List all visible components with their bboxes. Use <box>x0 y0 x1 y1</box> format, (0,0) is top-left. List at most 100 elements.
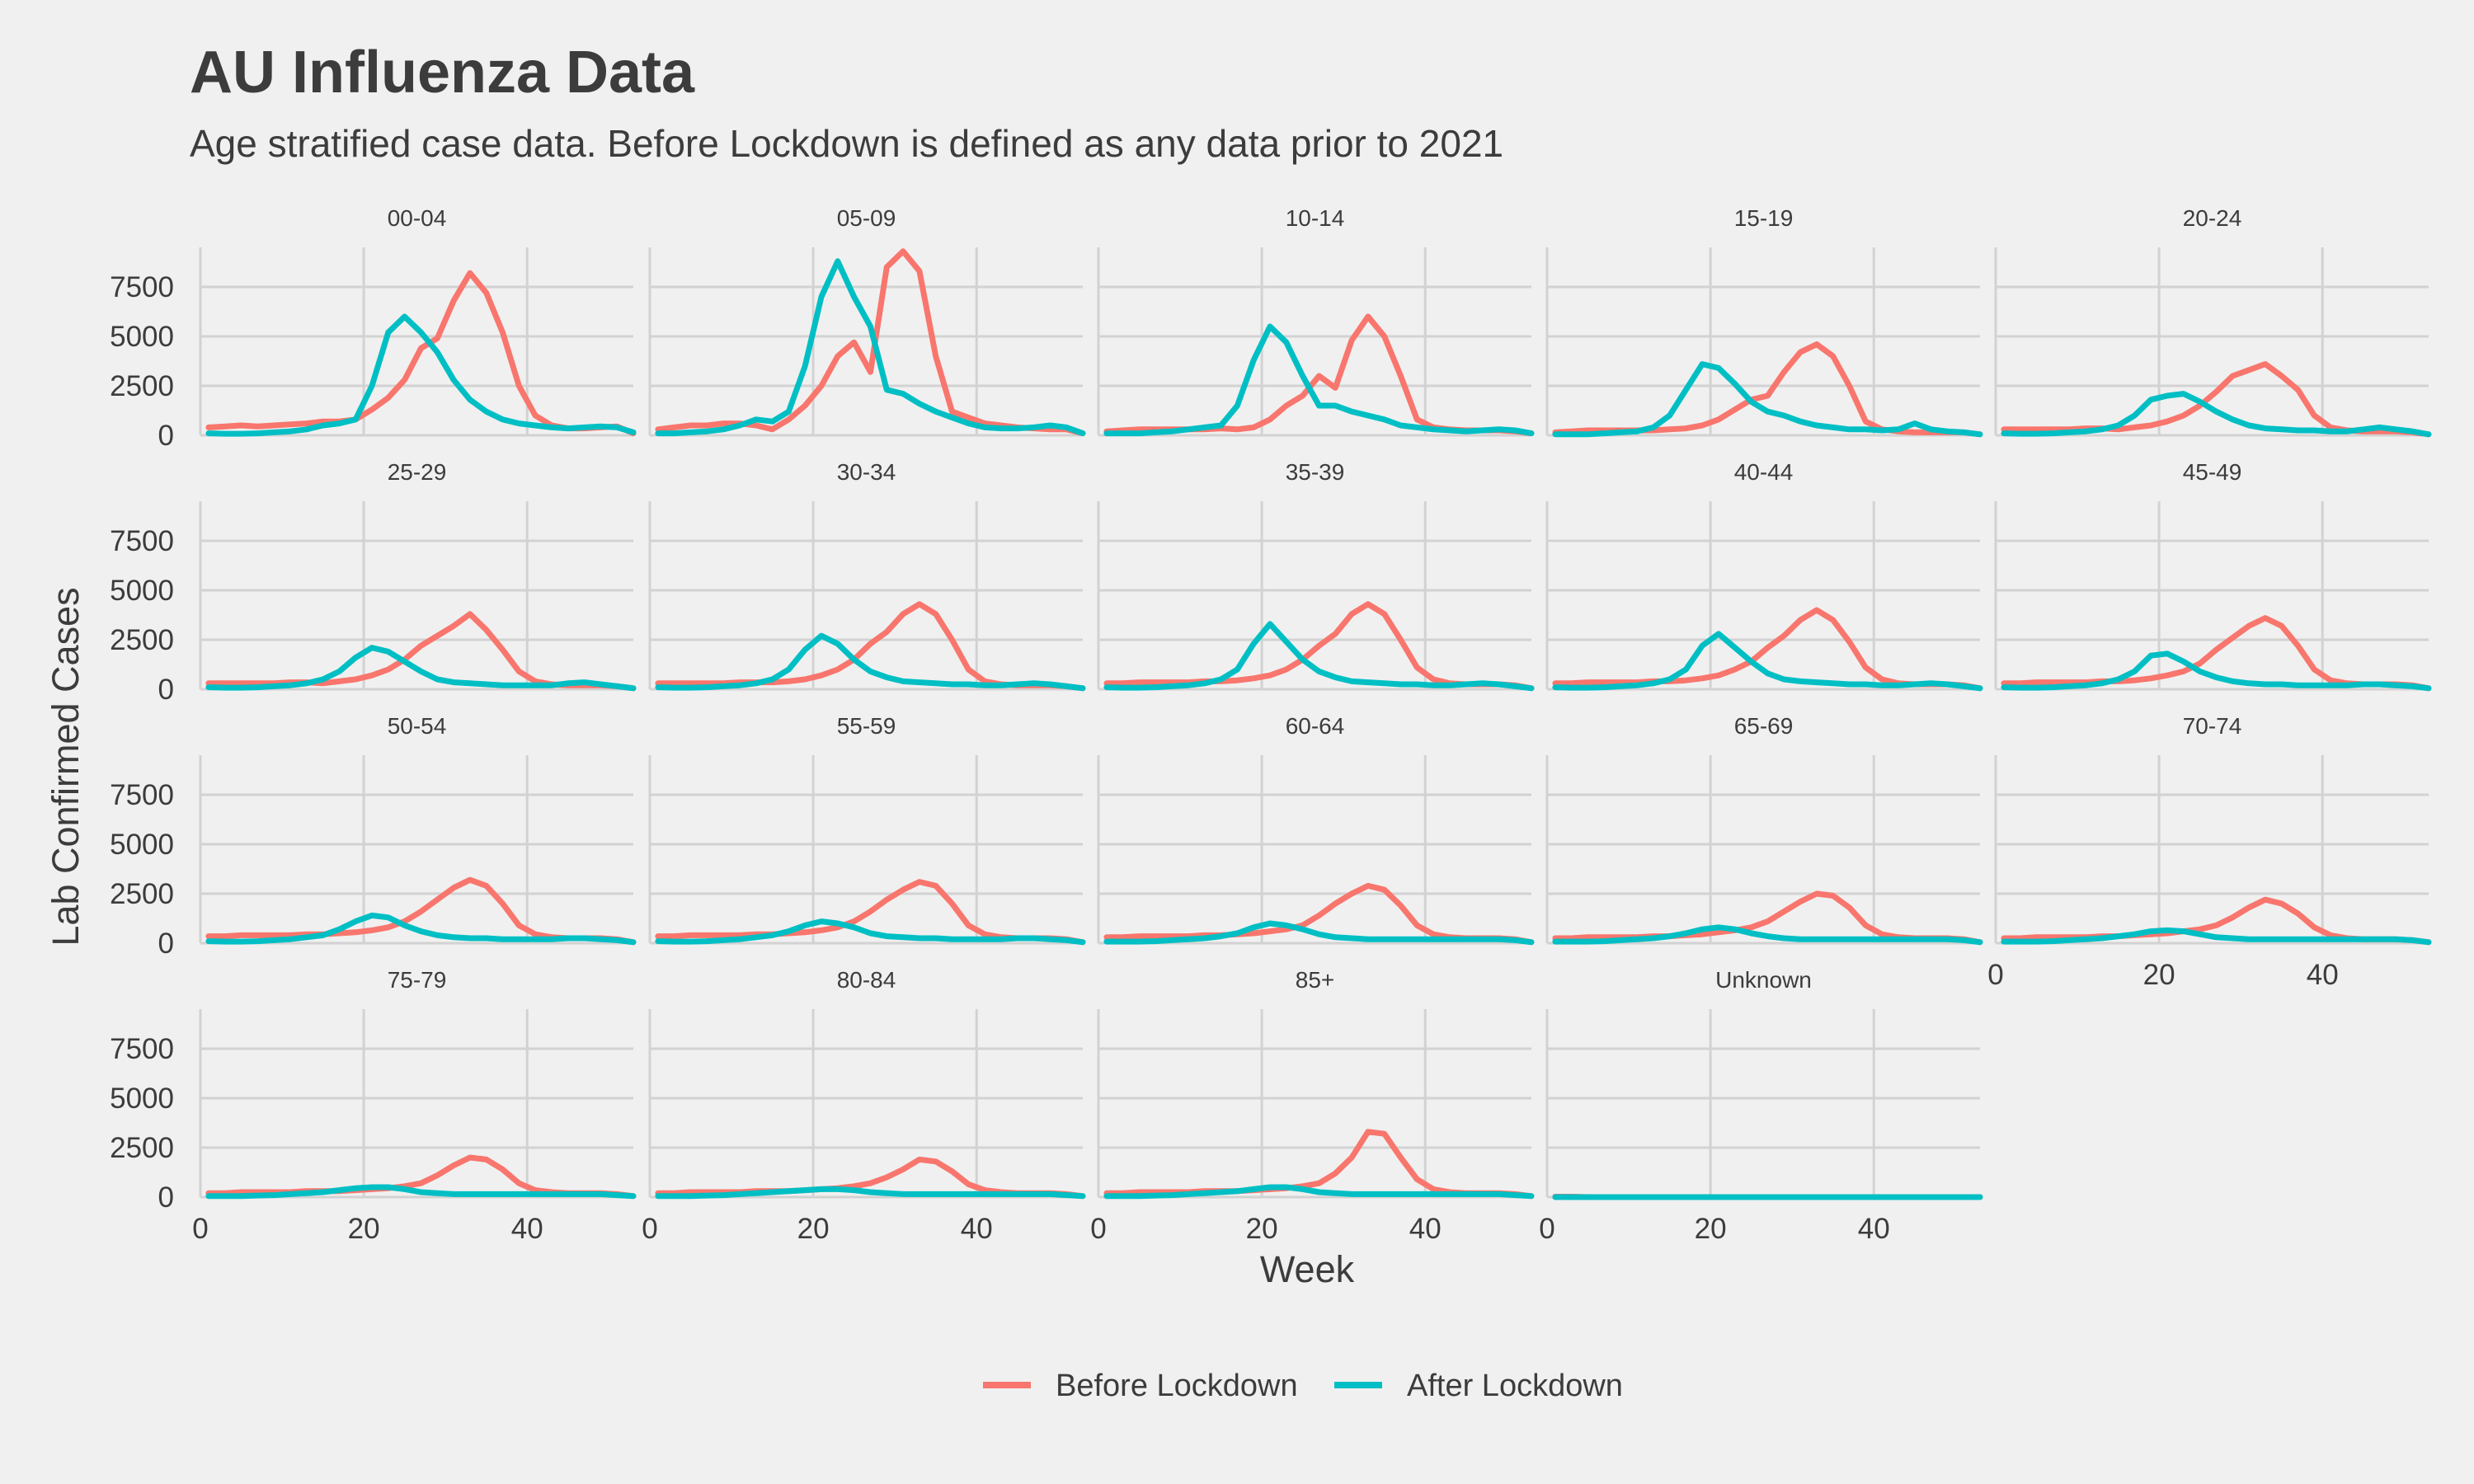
facet-strip-label: 30-34 <box>837 459 896 485</box>
series-after-lockdown-line <box>205 313 637 437</box>
y-tick-label: 7500 <box>110 271 174 303</box>
y-tick-label: 5000 <box>110 1082 174 1115</box>
series-after-lockdown-line <box>205 912 637 946</box>
facet-panel-60-64: 60-64 <box>1097 713 1535 946</box>
facet-panel-20-24: 20-24 <box>1994 205 2432 438</box>
y-tick-label: 7500 <box>110 779 174 811</box>
series-after-lockdown-line <box>655 1186 1086 1200</box>
series-before-lockdown-line <box>1103 1129 1535 1200</box>
y-tick-label: 2500 <box>110 624 174 656</box>
x-tick-label: 0 <box>1539 1213 1554 1245</box>
y-tick-label: 2500 <box>110 878 174 910</box>
series-before-lockdown-line <box>205 270 637 437</box>
facet-panel-65-69: 65-69 <box>1545 713 1983 946</box>
legend: Before Lockdown After Lockdown <box>983 1369 1623 1403</box>
y-tick-label: 5000 <box>110 575 174 607</box>
facet-strip-label: 55-59 <box>837 713 896 739</box>
x-tick-label: 40 <box>1858 1213 1890 1245</box>
series-before-lockdown-line <box>1103 601 1535 692</box>
facet-panel-50-54: 50-54 0 2500 5000 7500 <box>110 713 637 960</box>
facet-strip-label: 70-74 <box>2183 713 2242 739</box>
x-tick-label: 20 <box>1695 1213 1727 1245</box>
series-before-lockdown-line <box>1103 313 1535 437</box>
series-before-lockdown-line <box>1552 607 1983 692</box>
x-tick-label: 20 <box>348 1213 380 1245</box>
series-after-lockdown-line <box>1552 631 1983 692</box>
series-after-lockdown-line <box>205 1184 637 1200</box>
facet-panels: 00-04 0 2500 5000 7500 05-09 10-14 15-19 20-24 25… <box>110 205 2432 1245</box>
series-after-lockdown-line <box>1103 920 1535 946</box>
x-tick-label: 20 <box>797 1213 830 1245</box>
facet-strip-label: 20-24 <box>2183 205 2242 231</box>
x-tick-label: 40 <box>961 1213 993 1245</box>
x-tick-label: 20 <box>1246 1213 1278 1245</box>
facet-panel-30-34: 30-34 <box>648 459 1086 692</box>
series-after-lockdown-line <box>1103 323 1535 437</box>
facet-strip-label: Unknown <box>1715 967 1812 993</box>
y-axis-title: Lab Confirmed Cases <box>45 587 87 946</box>
facet-strip-label: 75-79 <box>388 967 447 993</box>
x-tick-label: 40 <box>511 1213 543 1245</box>
facet-panel-75-79: 75-79 0 2500 5000 7500 0 20 40 <box>110 967 637 1245</box>
facet-strip-label: 35-39 <box>1286 459 1345 485</box>
legend-label: Before Lockdown <box>1056 1369 1298 1403</box>
facet-panel-70-74: 70-74 0 20 40 <box>1987 713 2432 991</box>
series-after-lockdown-line <box>1552 924 1983 946</box>
x-tick-label: 0 <box>192 1213 208 1245</box>
x-tick-label: 20 <box>2143 959 2175 991</box>
facet-strip-label: 40-44 <box>1734 459 1794 485</box>
series-after-lockdown-line <box>655 918 1086 946</box>
facet-strip-label: 65-69 <box>1734 713 1794 739</box>
series-before-lockdown-line <box>655 601 1086 692</box>
legend-item-before: Before Lockdown <box>983 1369 1298 1403</box>
facet-strip-label: 85+ <box>1296 967 1335 993</box>
series-after-lockdown-line <box>2001 927 2432 946</box>
facet-strip-label: 80-84 <box>837 967 896 993</box>
series-before-lockdown-line <box>1552 341 1983 438</box>
facet-panel-15-19: 15-19 <box>1545 205 1983 438</box>
facet-strip-label: 60-64 <box>1286 713 1345 739</box>
series-before-lockdown-line <box>205 611 637 692</box>
x-tick-label: 40 <box>1409 1213 1442 1245</box>
y-tick-label: 5000 <box>110 829 174 861</box>
facet-panel-80-84: 80-84 0 20 40 <box>642 967 1086 1245</box>
y-tick-label: 0 <box>158 674 174 706</box>
facet-panel-55-59: 55-59 <box>648 713 1086 946</box>
y-tick-label: 7500 <box>110 525 174 557</box>
series-after-lockdown-line <box>1103 1184 1535 1200</box>
y-tick-label: 2500 <box>110 370 174 402</box>
facet-strip-label: 50-54 <box>388 713 447 739</box>
facet-strip-label: 25-29 <box>388 459 447 485</box>
series-after-lockdown-line <box>205 645 637 692</box>
x-axis-title: Week <box>1260 1248 1355 1290</box>
facet-panel-05-09: 05-09 <box>648 205 1086 437</box>
facet-strip-label: 00-04 <box>388 205 447 231</box>
x-tick-label: 0 <box>1987 959 2003 991</box>
facet-panel-00-04: 00-04 0 2500 5000 7500 <box>110 205 637 452</box>
series-after-lockdown-line <box>655 632 1086 692</box>
facet-strip-label: 45-49 <box>2183 459 2242 485</box>
facet-panel-10-14: 10-14 <box>1097 205 1535 437</box>
chart-title: AU Influenza Data <box>190 40 695 106</box>
series-after-lockdown-line <box>2001 391 2432 438</box>
y-tick-label: 0 <box>158 1181 174 1214</box>
x-tick-label: 0 <box>1090 1213 1106 1245</box>
chart-subtitle: Age stratified case data. Before Lockdow… <box>190 122 1503 165</box>
facet-panel-25-29: 25-29 0 2500 5000 7500 <box>110 459 637 706</box>
facet-panel-85+: 85+ 0 20 40 <box>1090 967 1535 1245</box>
facet-panel-45-49: 45-49 <box>1994 459 2432 692</box>
facet-strip-label: 15-19 <box>1734 205 1794 231</box>
series-after-lockdown-line <box>2001 650 2432 692</box>
facet-strip-label: 10-14 <box>1286 205 1345 231</box>
y-tick-label: 0 <box>158 420 174 452</box>
y-tick-label: 2500 <box>110 1132 174 1164</box>
y-tick-label: 0 <box>158 928 174 960</box>
y-tick-label: 7500 <box>110 1033 174 1065</box>
facet-panel-35-39: 35-39 <box>1097 459 1535 692</box>
series-after-lockdown-line <box>1103 621 1535 692</box>
x-tick-label: 0 <box>642 1213 657 1245</box>
x-tick-label: 40 <box>2307 959 2339 991</box>
series-before-lockdown-line <box>655 248 1086 437</box>
